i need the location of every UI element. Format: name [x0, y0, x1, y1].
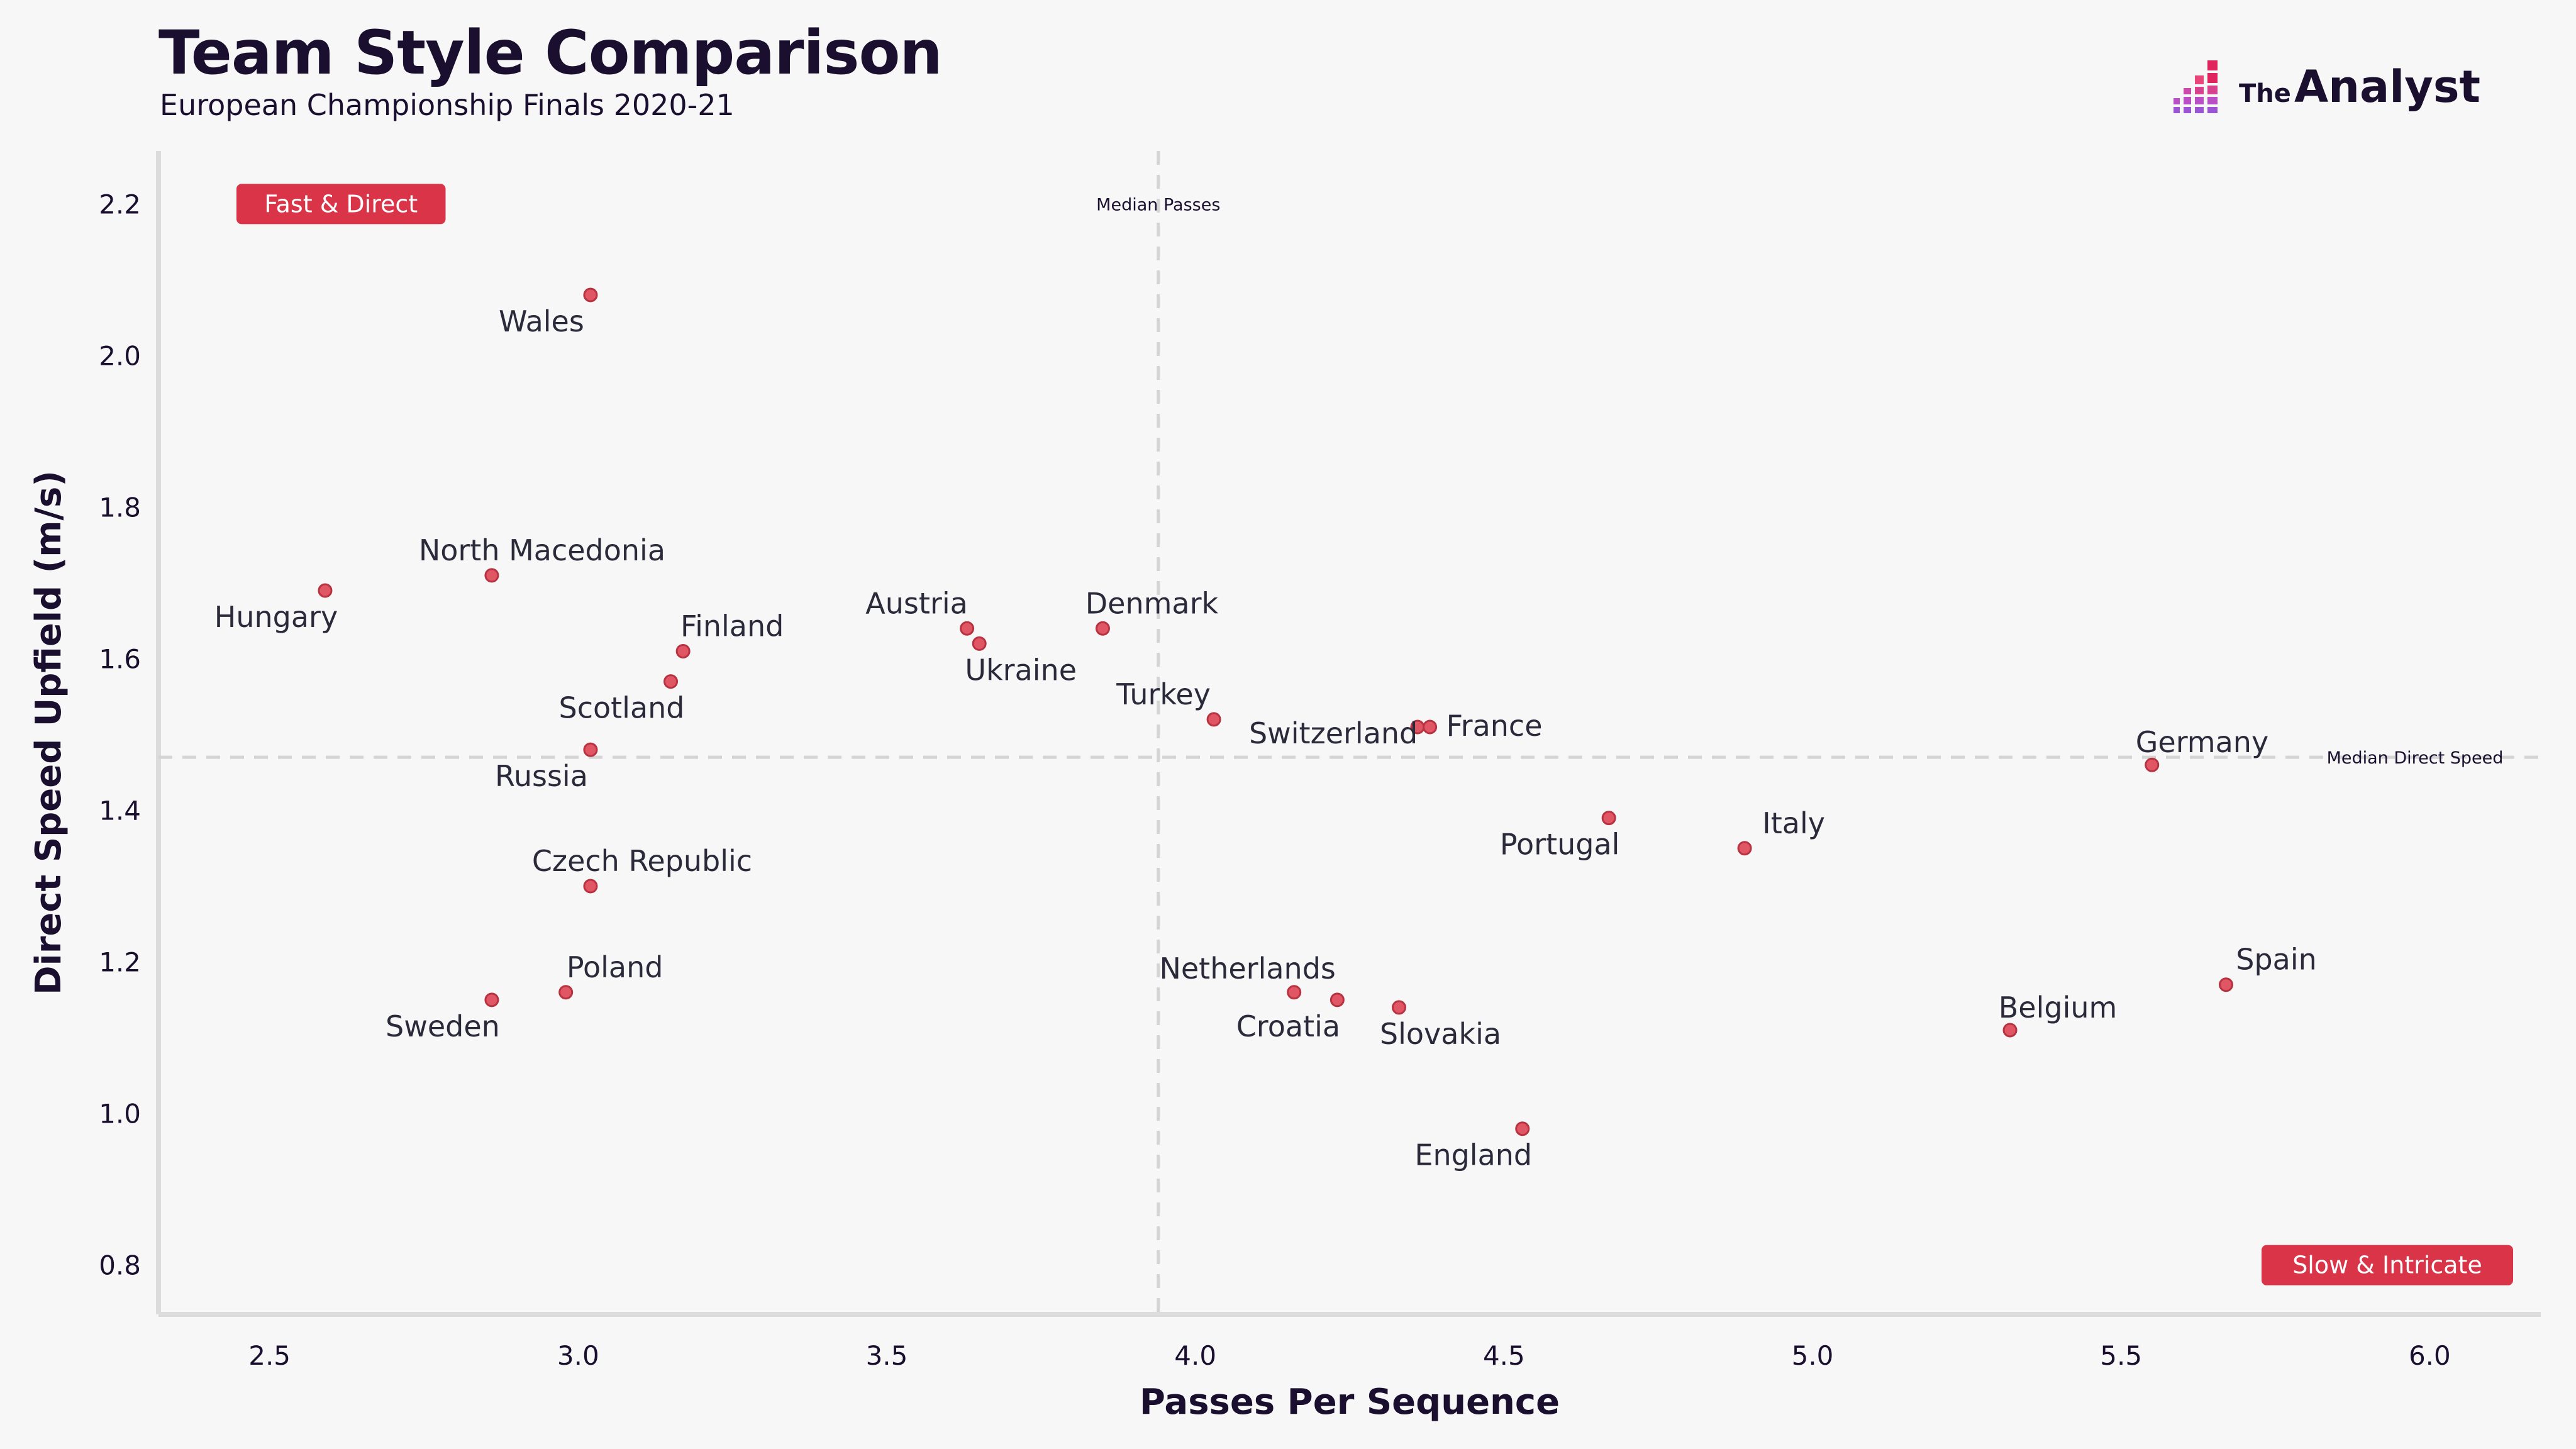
point-label-france: France — [1446, 709, 1543, 743]
point-label-portugal: Portugal — [1500, 828, 1620, 862]
x-tick-label: 4.0 — [1174, 1340, 1216, 1371]
quadrant-badge — [2262, 1245, 2513, 1285]
data-point — [583, 287, 598, 303]
y-tick-label: 1.8 — [99, 492, 141, 523]
data-point — [318, 583, 333, 598]
data-point — [484, 992, 499, 1008]
brand-prefix: The — [2239, 79, 2291, 108]
y-tick-label: 1.6 — [99, 643, 141, 674]
point-label-finland: Finland — [680, 609, 784, 643]
page-subtitle: European Championship Finals 2020-21 — [160, 88, 735, 122]
point-label-czech-republic: Czech Republic — [532, 844, 752, 878]
point-label-spain: Spain — [2236, 943, 2317, 977]
point-label-scotland: Scotland — [559, 691, 685, 725]
point-label-north-macedonia: North Macedonia — [419, 533, 665, 567]
quadrant-badge — [236, 184, 446, 225]
y-tick-label: 2.0 — [99, 340, 141, 371]
point-label-england: England — [1414, 1138, 1532, 1172]
data-point — [1206, 712, 1221, 727]
y-tick-label: 1.0 — [99, 1099, 141, 1130]
data-point — [1095, 621, 1110, 636]
point-label-germany: Germany — [2136, 725, 2268, 759]
data-point — [2002, 1023, 2018, 1038]
quadrant-label: Slow & Intricate — [2292, 1252, 2482, 1279]
point-label-hungary: Hungary — [214, 600, 338, 634]
y-tick-label: 1.2 — [99, 947, 141, 978]
brand-logo: The Analyst — [2170, 57, 2480, 117]
data-point — [558, 985, 574, 1000]
point-label-russia: Russia — [495, 759, 588, 793]
x-tick-label: 4.5 — [1483, 1340, 1525, 1371]
y-tick-label: 2.2 — [99, 189, 141, 219]
point-label-croatia: Croatia — [1236, 1009, 1340, 1043]
median-passes-label: Median Passes — [1096, 195, 1220, 214]
point-label-netherlands: Netherlands — [1159, 952, 1335, 985]
point-label-poland: Poland — [567, 950, 663, 984]
x-tick-label: 3.5 — [866, 1340, 908, 1371]
x-tick-label: 5.5 — [2100, 1340, 2142, 1371]
point-label-italy: Italy — [1762, 806, 1825, 840]
data-point — [583, 742, 598, 757]
x-axis-title: Passes Per Sequence — [1140, 1382, 1560, 1423]
brand-name: Analyst — [2294, 61, 2480, 113]
y-axis-title: Direct Speed Upfield (m/s) — [28, 470, 69, 995]
point-label-denmark: Denmark — [1085, 586, 1219, 620]
data-point — [675, 643, 691, 658]
data-point — [2219, 977, 2234, 992]
point-label-belgium: Belgium — [1999, 991, 2118, 1024]
data-point — [663, 674, 679, 689]
data-point — [1392, 1000, 1407, 1015]
point-label-wales: Wales — [499, 304, 584, 338]
x-tick-label: 2.5 — [248, 1340, 291, 1371]
data-point — [972, 636, 987, 651]
data-point — [1287, 985, 1302, 1000]
page-title: Team Style Comparison — [158, 18, 943, 88]
y-tick-label: 1.4 — [99, 796, 141, 826]
data-point — [1423, 719, 1438, 735]
point-label-sweden: Sweden — [386, 1009, 500, 1043]
quadrant-label: Fast & Direct — [264, 190, 418, 218]
data-point — [484, 568, 499, 583]
x-tick-label: 3.0 — [557, 1340, 599, 1371]
data-point — [1601, 811, 1616, 826]
median-speed-label: Median Direct Speed — [2327, 748, 2504, 768]
data-point — [1330, 992, 1345, 1008]
point-label-austria: Austria — [865, 586, 968, 620]
point-label-switzerland: Switzerland — [1249, 716, 1418, 750]
data-point — [1737, 841, 1752, 856]
bar-logo-icon — [2174, 60, 2218, 113]
y-tick-label: 0.8 — [99, 1250, 141, 1281]
data-point — [2145, 757, 2160, 772]
x-tick-label: 6.0 — [2409, 1340, 2451, 1371]
data-point — [960, 621, 975, 636]
point-label-slovakia: Slovakia — [1380, 1017, 1501, 1051]
data-point — [1515, 1121, 1530, 1136]
point-label-turkey: Turkey — [1116, 677, 1211, 711]
data-point — [583, 879, 598, 894]
x-tick-label: 5.0 — [1792, 1340, 1834, 1371]
point-label-ukraine: Ukraine — [965, 653, 1077, 687]
